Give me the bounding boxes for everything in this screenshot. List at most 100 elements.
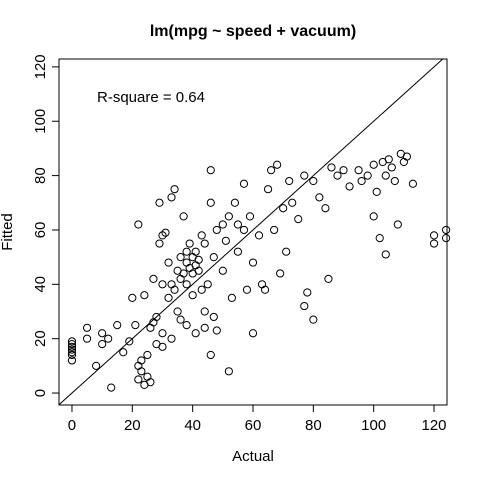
point [393,220,402,229]
point [372,187,381,197]
point [146,378,155,387]
point [224,212,233,221]
point [140,291,149,300]
point [167,193,176,202]
point [441,234,451,243]
point [67,337,77,346]
point [212,225,221,235]
point [104,334,113,343]
point [408,179,418,188]
point [203,280,212,289]
point [263,185,273,194]
point [206,166,215,175]
point [294,214,303,224]
point [152,312,161,322]
point [164,293,173,303]
point [387,163,396,172]
point [441,225,451,235]
point [429,239,439,248]
point [149,274,158,283]
point [324,274,333,283]
x-tick-label: 0 [68,417,76,434]
point [125,337,134,346]
point [137,356,146,365]
point [209,312,218,322]
point [327,163,336,172]
point [369,212,378,221]
point [170,185,179,194]
point [173,307,182,316]
point [300,301,309,311]
point [182,258,191,267]
point [321,204,330,213]
point [309,315,318,324]
x-tick-label: 40 [184,417,201,434]
point [209,253,218,262]
point [273,160,282,169]
point [309,176,318,186]
point [67,342,77,351]
point [119,348,128,357]
point [158,231,167,240]
point [206,350,215,360]
point [191,261,200,270]
point [239,225,249,235]
point [131,320,140,330]
point [429,231,439,240]
chart-title: lm(mpg ~ speed + vacuum) [150,23,356,40]
point [276,269,285,278]
point [402,152,411,161]
point [288,198,297,207]
point [242,285,252,294]
y-tick-label: 0 [32,389,49,397]
point [167,280,176,289]
point [188,291,197,300]
point [82,323,92,332]
point [375,234,384,243]
point [399,157,408,167]
y-tick-label: 80 [32,167,49,184]
point [267,166,276,175]
point [134,361,143,370]
point [200,307,209,316]
point [333,171,342,180]
point [161,228,170,237]
point [194,266,203,275]
point [363,171,372,180]
y-tick-label: 120 [32,54,49,79]
point [381,171,390,180]
point [212,326,221,335]
point [98,340,107,349]
plot-frame [58,58,448,406]
point [369,160,378,169]
point [191,329,200,338]
point [245,212,255,221]
point [248,258,258,267]
point [167,334,176,343]
point [107,383,116,392]
point [143,350,152,360]
x-tick-label: 100 [361,417,386,434]
point [113,320,122,330]
x-tick-label: 20 [124,417,141,434]
point [315,193,324,202]
point [279,204,288,213]
point [158,342,167,351]
point [185,239,194,248]
point [230,198,239,207]
point [176,274,185,283]
point [248,329,258,338]
point [221,236,230,245]
point [345,182,354,191]
point [82,334,92,343]
annotation: R-square = 0.64 [97,89,205,106]
point [197,285,206,294]
point [339,166,348,175]
y-tick-label: 100 [32,109,49,134]
point [179,212,188,221]
y-tick-label: 60 [32,222,49,239]
point [285,176,294,186]
point [179,269,188,278]
point [170,285,179,294]
point [206,198,215,207]
